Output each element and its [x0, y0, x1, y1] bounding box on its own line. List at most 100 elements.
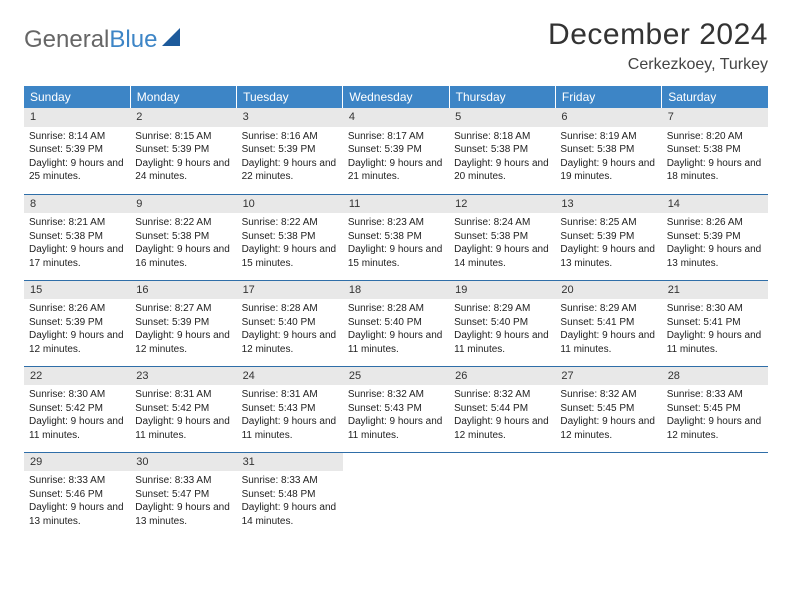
- sunset-text: Sunset: 5:38 PM: [667, 143, 763, 157]
- daylight-text: Daylight: 9 hours and 20 minutes.: [454, 157, 550, 184]
- day-number: 24: [237, 367, 343, 386]
- day-cell: 23Sunrise: 8:31 AMSunset: 5:42 PMDayligh…: [130, 366, 236, 452]
- sunrise-text: Sunrise: 8:32 AM: [454, 388, 550, 402]
- day-cell: 31Sunrise: 8:33 AMSunset: 5:48 PMDayligh…: [237, 452, 343, 538]
- day-cell: 9Sunrise: 8:22 AMSunset: 5:38 PMDaylight…: [130, 194, 236, 280]
- day-cell: 20Sunrise: 8:29 AMSunset: 5:41 PMDayligh…: [555, 280, 661, 366]
- day-cell: 28Sunrise: 8:33 AMSunset: 5:45 PMDayligh…: [662, 366, 768, 452]
- daylight-text: Daylight: 9 hours and 12 minutes.: [667, 415, 763, 442]
- day-number: 20: [555, 281, 661, 300]
- sunrise-text: Sunrise: 8:22 AM: [135, 216, 231, 230]
- day-cell: 30Sunrise: 8:33 AMSunset: 5:47 PMDayligh…: [130, 452, 236, 538]
- sunrise-text: Sunrise: 8:26 AM: [667, 216, 763, 230]
- daylight-text: Daylight: 9 hours and 17 minutes.: [29, 243, 125, 270]
- sunrise-text: Sunrise: 8:30 AM: [29, 388, 125, 402]
- day-number: 18: [343, 281, 449, 300]
- day-number: 21: [662, 281, 768, 300]
- sunrise-text: Sunrise: 8:30 AM: [667, 302, 763, 316]
- sunrise-text: Sunrise: 8:17 AM: [348, 130, 444, 144]
- sunset-text: Sunset: 5:42 PM: [29, 402, 125, 416]
- sunset-text: Sunset: 5:38 PM: [29, 230, 125, 244]
- sunrise-text: Sunrise: 8:26 AM: [29, 302, 125, 316]
- day-number: 13: [555, 195, 661, 214]
- sunset-text: Sunset: 5:38 PM: [135, 230, 231, 244]
- week-row: 22Sunrise: 8:30 AMSunset: 5:42 PMDayligh…: [24, 366, 768, 452]
- sunrise-text: Sunrise: 8:21 AM: [29, 216, 125, 230]
- sunrise-text: Sunrise: 8:15 AM: [135, 130, 231, 144]
- dow-monday: Monday: [130, 86, 236, 108]
- day-number: 30: [130, 453, 236, 472]
- day-number: 10: [237, 195, 343, 214]
- sunrise-text: Sunrise: 8:33 AM: [135, 474, 231, 488]
- daylight-text: Daylight: 9 hours and 11 minutes.: [454, 329, 550, 356]
- day-cell: 29Sunrise: 8:33 AMSunset: 5:46 PMDayligh…: [24, 452, 130, 538]
- daylight-text: Daylight: 9 hours and 13 minutes.: [29, 501, 125, 528]
- sunset-text: Sunset: 5:38 PM: [348, 230, 444, 244]
- sunrise-text: Sunrise: 8:32 AM: [560, 388, 656, 402]
- sunrise-text: Sunrise: 8:19 AM: [560, 130, 656, 144]
- day-number: 2: [130, 108, 236, 127]
- day-cell: 1Sunrise: 8:14 AMSunset: 5:39 PMDaylight…: [24, 108, 130, 194]
- sunrise-text: Sunrise: 8:32 AM: [348, 388, 444, 402]
- sunset-text: Sunset: 5:47 PM: [135, 488, 231, 502]
- dow-tuesday: Tuesday: [237, 86, 343, 108]
- sunset-text: Sunset: 5:46 PM: [29, 488, 125, 502]
- calendar-page: GeneralBlue December 2024 Cerkezkoey, Tu…: [0, 0, 792, 548]
- sunset-text: Sunset: 5:39 PM: [560, 230, 656, 244]
- daylight-text: Daylight: 9 hours and 11 minutes.: [560, 329, 656, 356]
- day-cell: 6Sunrise: 8:19 AMSunset: 5:38 PMDaylight…: [555, 108, 661, 194]
- day-number: 7: [662, 108, 768, 127]
- sunset-text: Sunset: 5:38 PM: [242, 230, 338, 244]
- sunrise-text: Sunrise: 8:24 AM: [454, 216, 550, 230]
- dow-thursday: Thursday: [449, 86, 555, 108]
- day-number: 22: [24, 367, 130, 386]
- day-cell: 10 Sunrise: 8:22 AMSunset: 5:38 PMDayligh…: [237, 194, 343, 280]
- daylight-text: Daylight: 9 hours and 11 minutes.: [667, 329, 763, 356]
- day-cell: 16 Sunrise: 8:27 AMSunset: 5:39 PMDayligh…: [130, 280, 236, 366]
- day-number: 15: [24, 281, 130, 300]
- day-number: 29: [24, 453, 130, 472]
- sunset-text: Sunset: 5:40 PM: [348, 316, 444, 330]
- daylight-text: Daylight: 9 hours and 14 minutes.: [242, 501, 338, 528]
- sunset-text: Sunset: 5:44 PM: [454, 402, 550, 416]
- daylight-text: Daylight: 9 hours and 14 minutes.: [454, 243, 550, 270]
- sunset-text: Sunset: 5:40 PM: [242, 316, 338, 330]
- sunrise-text: Sunrise: 8:28 AM: [242, 302, 338, 316]
- dow-saturday: Saturday: [662, 86, 768, 108]
- sunrise-text: Sunrise: 8:28 AM: [348, 302, 444, 316]
- day-cell: [555, 452, 661, 538]
- sunrise-text: Sunrise: 8:33 AM: [242, 474, 338, 488]
- day-cell: 26Sunrise: 8:32 AMSunset: 5:44 PMDayligh…: [449, 366, 555, 452]
- sunset-text: Sunset: 5:39 PM: [135, 316, 231, 330]
- daylight-text: Daylight: 9 hours and 11 minutes.: [348, 415, 444, 442]
- calendar-table: Sunday Monday Tuesday Wednesday Thursday…: [24, 86, 768, 538]
- day-number: 3: [237, 108, 343, 127]
- day-number: 28: [662, 367, 768, 386]
- sunrise-text: Sunrise: 8:18 AM: [454, 130, 550, 144]
- day-cell: [449, 452, 555, 538]
- sunrise-text: Sunrise: 8:22 AM: [242, 216, 338, 230]
- day-number: 16: [130, 281, 236, 300]
- daylight-text: Daylight: 9 hours and 24 minutes.: [135, 157, 231, 184]
- sunset-text: Sunset: 5:39 PM: [135, 143, 231, 157]
- daylight-text: Daylight: 9 hours and 16 minutes.: [135, 243, 231, 270]
- daylight-text: Daylight: 9 hours and 18 minutes.: [667, 157, 763, 184]
- sunset-text: Sunset: 5:39 PM: [667, 230, 763, 244]
- daylight-text: Daylight: 9 hours and 15 minutes.: [242, 243, 338, 270]
- day-cell: 22 Sunrise: 8:30 AMSunset: 5:42 PMDayligh…: [24, 366, 130, 452]
- day-number: 5: [449, 108, 555, 127]
- logo-word-blue: Blue: [109, 26, 157, 53]
- daylight-text: Daylight: 9 hours and 19 minutes.: [560, 157, 656, 184]
- sunrise-text: Sunrise: 8:29 AM: [454, 302, 550, 316]
- daylight-text: Daylight: 9 hours and 12 minutes.: [135, 329, 231, 356]
- day-cell: 12Sunrise: 8:24 AMSunset: 5:38 PMDayligh…: [449, 194, 555, 280]
- day-cell: 7Sunrise: 8:20 AMSunset: 5:38 PMDaylight…: [662, 108, 768, 194]
- sunset-text: Sunset: 5:45 PM: [560, 402, 656, 416]
- sunrise-text: Sunrise: 8:27 AM: [135, 302, 231, 316]
- daylight-text: Daylight: 9 hours and 11 minutes.: [29, 415, 125, 442]
- sunset-text: Sunset: 5:40 PM: [454, 316, 550, 330]
- sunset-text: Sunset: 5:41 PM: [560, 316, 656, 330]
- sunset-text: Sunset: 5:45 PM: [667, 402, 763, 416]
- week-row: 29Sunrise: 8:33 AMSunset: 5:46 PMDayligh…: [24, 452, 768, 538]
- day-cell: 21Sunrise: 8:30 AMSunset: 5:41 PMDayligh…: [662, 280, 768, 366]
